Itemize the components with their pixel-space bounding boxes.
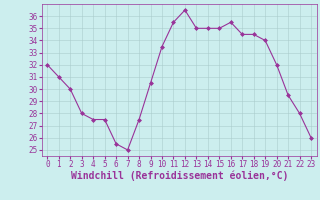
X-axis label: Windchill (Refroidissement éolien,°C): Windchill (Refroidissement éolien,°C) [70,171,288,181]
